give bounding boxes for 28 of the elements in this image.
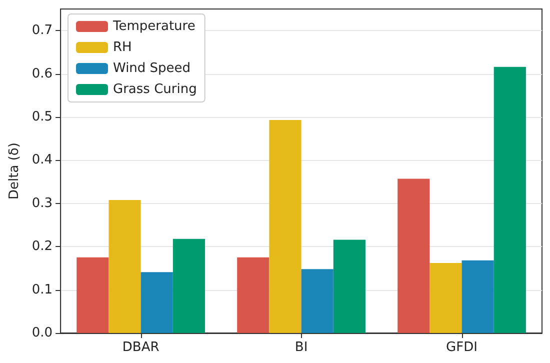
legend-label: Wind Speed [113,61,191,76]
bar [237,257,270,333]
bar [333,240,366,333]
bar [269,120,302,333]
y-tick-label: 0.7 [32,23,53,38]
bar [108,200,141,333]
bar [301,269,334,333]
bar [398,178,430,333]
y-tick-label: 0.5 [32,110,53,124]
x-tick-label: DBAR [122,340,160,355]
bar [462,260,494,333]
y-tick-label: 0.2 [32,239,53,254]
y-tick-label: 0.1 [32,282,53,298]
legend-label: RH [113,40,132,55]
bar [430,263,462,333]
bar [172,238,205,333]
legend-label: Grass Curing [113,82,197,97]
y-axis-title: Delta (δ) [7,142,22,200]
x-tick-label: BI [294,340,308,355]
bar [494,66,526,333]
bar [140,272,173,333]
y-tick-label: 0.4 [32,152,53,168]
y-tick-label: 0.3 [32,196,53,211]
y-tick-label: 0.0 [32,326,53,340]
legend-label: Temperature [112,19,196,34]
y-tick-label: 0.6 [32,66,53,82]
bar [76,257,109,333]
x-tick-label: GFDI [446,340,478,355]
